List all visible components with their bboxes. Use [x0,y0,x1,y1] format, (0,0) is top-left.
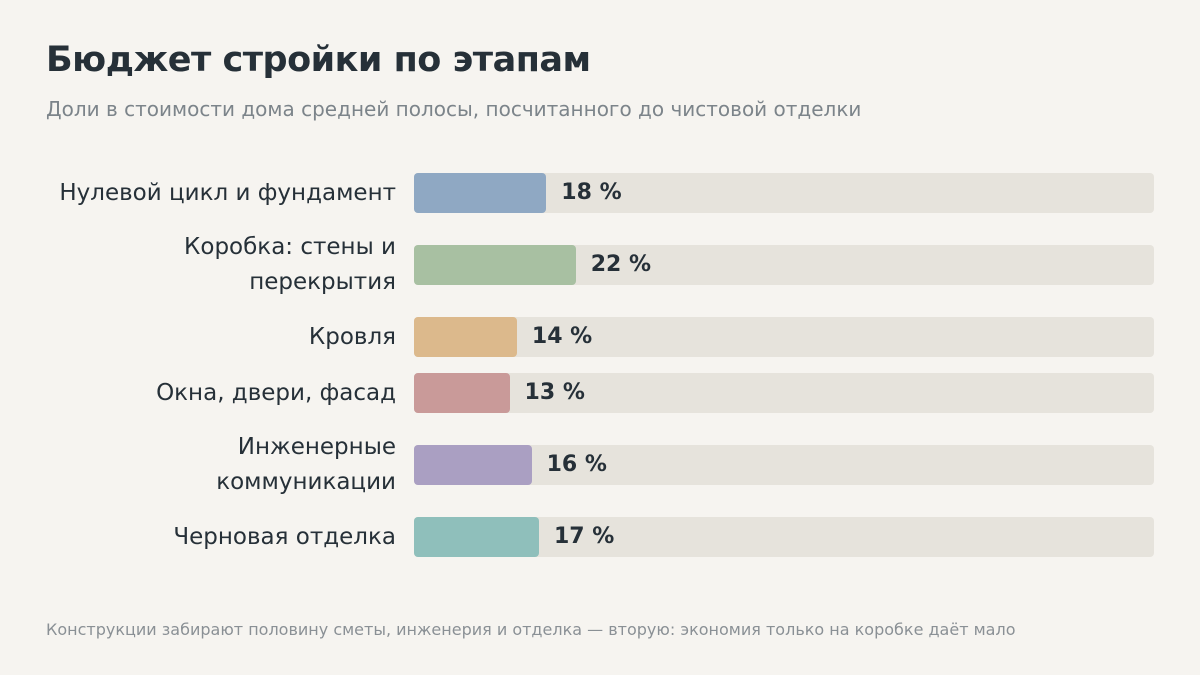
chart-title: Бюджет стройки по этапам [46,40,591,80]
chart-footnote: Конструкции забирают половину сметы, инж… [46,620,1016,639]
value-label: 22 % [590,252,652,277]
category-label: Нулевой цикл и фундамент [59,179,396,206]
category-label: Инженерные коммуникации [216,434,396,495]
bar [414,373,510,413]
value-label: 13 % [524,380,585,405]
bar [414,517,539,557]
bar [414,317,517,357]
value-label: 14 % [531,324,593,349]
category-label: Коробка: стены и перекрытия [184,234,396,295]
bar [414,173,547,213]
bar-track [414,445,1154,485]
bar-track [414,317,1154,357]
bar-track [414,373,1154,413]
value-label: 18 % [561,180,622,205]
category-label: Окна, двери, фасад [156,379,396,406]
value-label: 17 % [553,524,615,549]
bar [414,245,576,285]
bar [414,445,532,485]
value-label: 16 % [546,452,607,477]
category-label: Черновая отделка [173,523,396,550]
chart-subtitle: Доли в стоимости дома средней полосы, по… [46,97,862,121]
category-label: Кровля [308,323,396,350]
